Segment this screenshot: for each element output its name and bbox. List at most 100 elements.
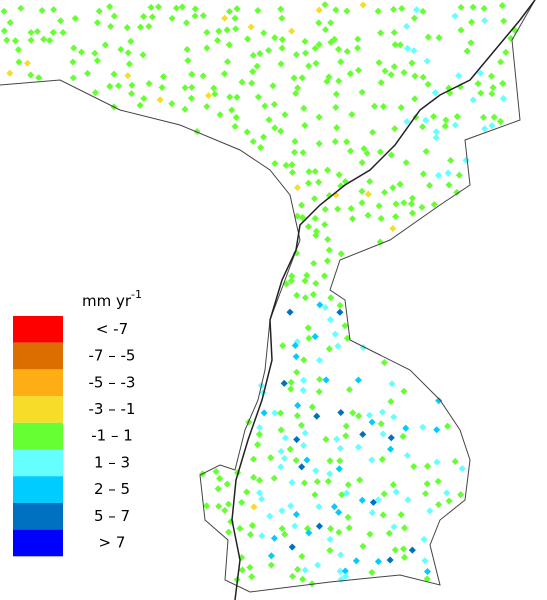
station-dot [355,412,363,420]
station-dot [389,224,397,232]
station-dot [335,171,343,179]
station-dot [455,171,463,179]
station-dot [136,101,144,109]
station-dot [147,3,155,11]
station-dot [399,545,408,553]
station-dot [182,19,190,27]
station-dot [308,403,316,411]
station-dot [23,59,32,67]
station-dot [210,84,218,92]
station-dot [359,542,367,550]
legend-label: > 7 [99,533,126,551]
station-dot [293,291,301,299]
station-dot [311,44,319,52]
station-dot [312,279,320,287]
station-dot [370,102,379,110]
station-dot [330,503,338,511]
station-dot [267,454,275,462]
station-dot [377,420,385,428]
station-dot [386,556,394,564]
station-dot [458,465,466,473]
station-dot [377,214,385,223]
station-dot [342,422,350,430]
station-dot [298,214,307,222]
station-dot [298,463,306,471]
station-dot [91,49,99,57]
station-dot [315,178,323,186]
station-dot [403,44,412,53]
station-dot [221,506,229,515]
station-dot [333,124,341,132]
station-dot [444,169,452,177]
station-dot [191,5,199,13]
station-dot [298,552,306,560]
station-dot [434,477,442,485]
station-dot [374,7,382,15]
station-dot [125,60,133,68]
station-dot [214,485,222,493]
station-dot [27,71,35,79]
station-dot [311,167,319,176]
station-dot [293,368,301,376]
station-dot [140,94,148,103]
station-dot [304,223,313,231]
station-dot [199,72,207,80]
station-dot [223,480,231,488]
station-dot [381,67,389,75]
station-dot [300,104,308,112]
station-dot [0,27,8,35]
station-dot [380,490,388,498]
station-dot [223,26,231,34]
station-dot [408,546,416,554]
station-dot [216,111,224,119]
station-dot [502,48,510,56]
station-dot [290,74,298,82]
station-dot [305,62,313,70]
station-dot [337,58,345,66]
station-dot [322,435,330,443]
station-dot [420,535,428,543]
station-dot [358,496,366,504]
station-dot [316,301,324,309]
station-dot [136,23,145,31]
station-dot [128,81,136,89]
station-dot [310,259,318,267]
station-dot [378,455,386,463]
station-dot [6,69,14,77]
station-dot [344,481,352,489]
station-dot [331,330,339,338]
station-dot [168,14,176,22]
region-outline [0,0,536,593]
station-dot [57,17,65,25]
station-dot [277,127,285,135]
station-dot [145,80,153,88]
station-dot [255,476,264,484]
station-dot [457,491,465,499]
station-dot [305,168,313,176]
station-dot [389,5,398,13]
station-dot [265,116,273,124]
station-dot [71,14,79,22]
station-dot [403,451,411,460]
station-dot [445,497,453,505]
station-dot [354,66,363,74]
station-dot [247,23,255,31]
station-dot [386,445,395,453]
station-dot [216,474,224,482]
station-dot [411,95,419,103]
station-dot [390,28,398,37]
station-dot [15,58,23,66]
station-dot [409,209,417,217]
station-dot [387,434,395,442]
station-dot [447,156,455,164]
station-dot [49,28,57,36]
station-dot [312,467,320,475]
legend: mm yr-1 < -7 -7 – -5 -5 – -3 -3 – -1 -1 – 1 1… [13,288,142,557]
station-dot [321,1,329,9]
station-dot [377,79,385,87]
station-dot [346,70,354,78]
station-dot [124,49,132,57]
station-dot [423,462,432,470]
station-dot [172,4,180,12]
station-dots [0,1,519,588]
